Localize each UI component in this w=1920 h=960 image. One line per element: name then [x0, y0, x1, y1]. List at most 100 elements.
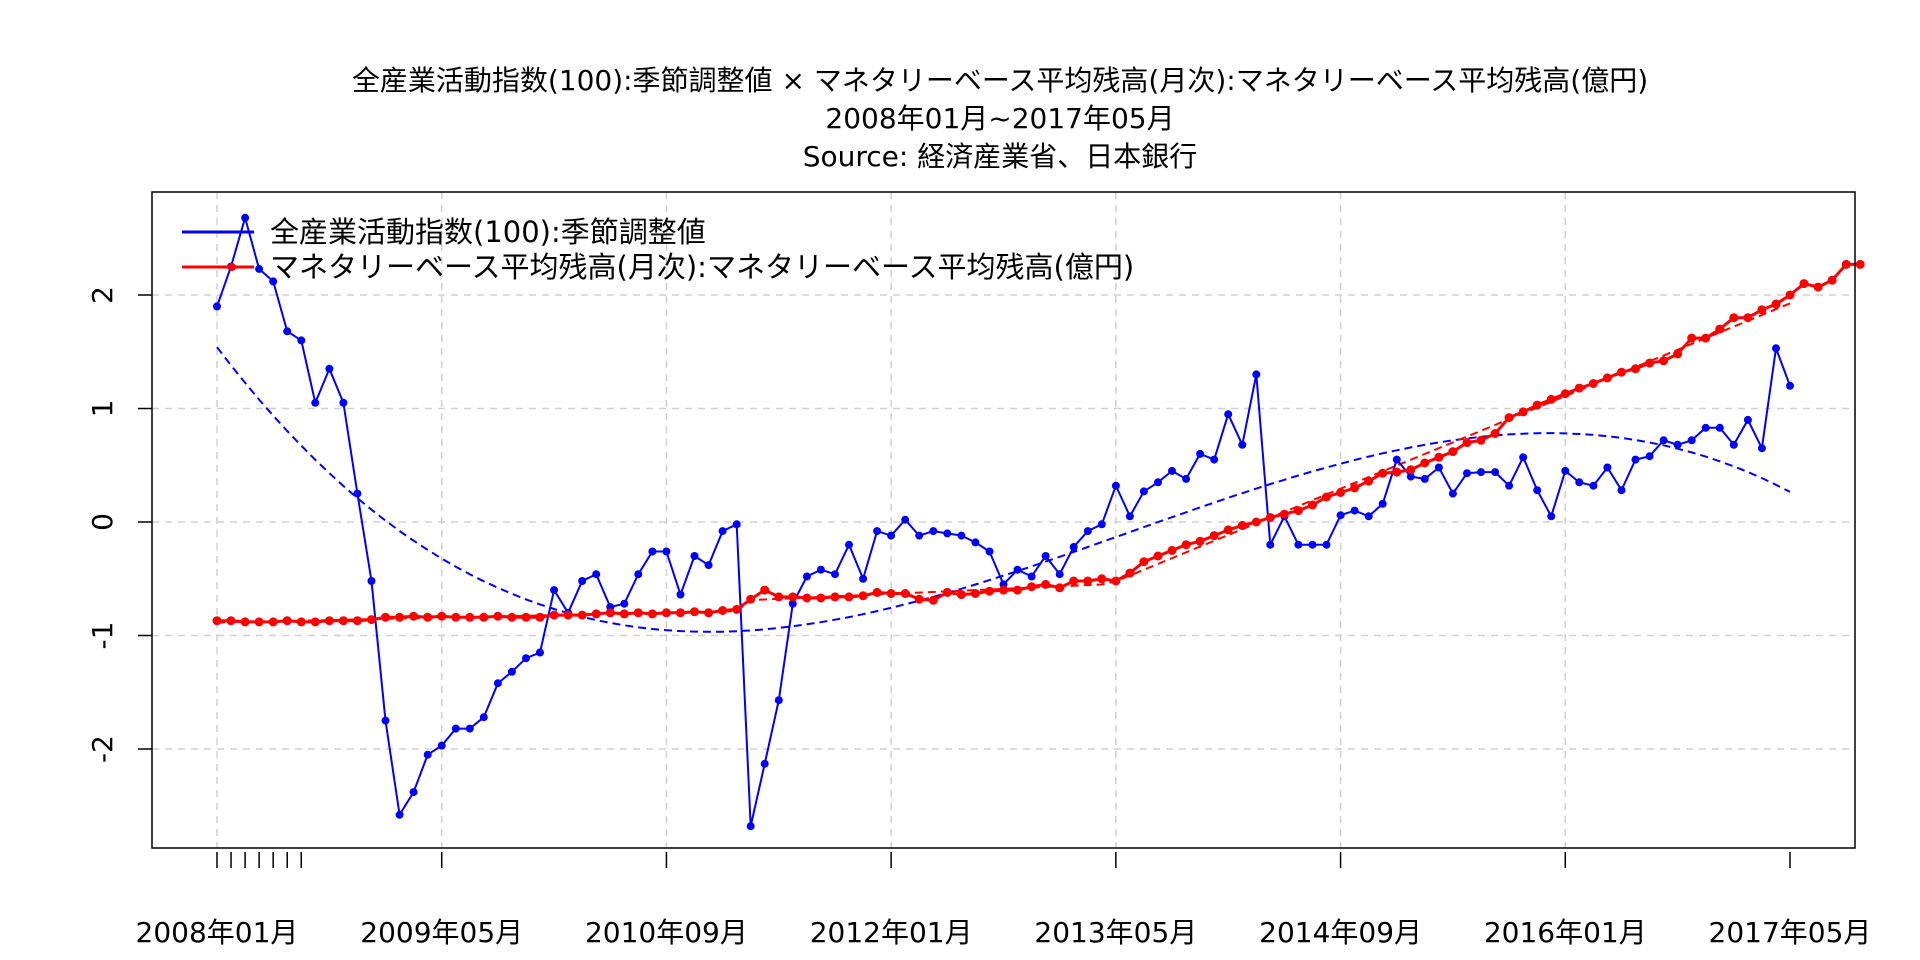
data-point-blue	[1603, 464, 1611, 472]
data-point-red	[1856, 260, 1865, 269]
data-point-blue	[353, 490, 361, 498]
data-point-red	[1743, 313, 1752, 322]
data-point-red	[1196, 537, 1205, 546]
data-point-red	[1182, 540, 1191, 549]
data-point-red	[1069, 577, 1078, 586]
data-point-blue	[648, 548, 656, 556]
data-point-red	[788, 592, 797, 601]
data-point-red	[690, 607, 699, 616]
data-point-red	[1463, 438, 1472, 447]
data-point-blue	[1674, 441, 1682, 449]
data-point-blue	[1028, 573, 1036, 581]
data-point-blue	[1126, 512, 1134, 520]
data-point-blue	[297, 336, 305, 344]
y-axis: -2-1012	[86, 286, 152, 763]
trend-line-red	[217, 303, 1790, 622]
data-point-blue	[508, 668, 516, 676]
x-tick-label: 2009年05月	[360, 916, 523, 949]
data-point-blue	[241, 214, 249, 222]
data-point-red	[1701, 334, 1710, 343]
data-point-blue	[1309, 541, 1317, 549]
data-point-blue	[1786, 382, 1794, 390]
data-point-blue	[1632, 456, 1640, 464]
data-point-blue	[634, 570, 642, 578]
data-point-blue	[845, 541, 853, 549]
data-point-red	[901, 589, 910, 598]
data-point-red	[971, 589, 980, 598]
data-point-red	[1645, 359, 1654, 368]
data-point-blue	[550, 586, 558, 594]
data-point-red	[1715, 325, 1724, 334]
data-point-red	[887, 589, 896, 598]
data-point-red	[662, 608, 671, 617]
data-point-red	[831, 592, 840, 601]
data-point-red	[1266, 513, 1275, 522]
data-point-red	[704, 608, 713, 617]
data-point-red	[1533, 401, 1542, 410]
data-point-red	[1772, 300, 1781, 309]
data-point-blue	[213, 302, 221, 310]
data-point-red	[1308, 501, 1317, 510]
data-point-red	[578, 611, 587, 620]
data-point-red	[1210, 531, 1219, 540]
data-point-red	[465, 613, 474, 622]
data-point-blue	[1365, 512, 1373, 520]
data-point-blue	[620, 600, 628, 608]
data-point-red	[1589, 379, 1598, 388]
data-point-blue	[1182, 475, 1190, 483]
data-point-blue	[1056, 570, 1064, 578]
data-point-blue	[325, 365, 333, 373]
data-point-blue	[1449, 490, 1457, 498]
data-point-red	[522, 613, 531, 622]
data-point-blue	[662, 548, 670, 556]
data-point-red	[479, 613, 488, 622]
data-point-red	[1575, 384, 1584, 393]
data-point-blue	[803, 573, 811, 581]
data-point-blue	[1491, 468, 1499, 476]
data-point-blue	[1196, 450, 1204, 458]
data-point-blue	[1421, 475, 1429, 483]
data-point-blue	[705, 561, 713, 569]
data-point-blue	[817, 566, 825, 574]
data-point-blue	[1379, 500, 1387, 508]
x-tick-label: 2012年01月	[810, 916, 973, 949]
data-point-blue	[1294, 541, 1302, 549]
data-point-red	[1800, 279, 1809, 288]
data-point-red	[985, 587, 994, 596]
data-point-red	[915, 595, 924, 604]
data-point-blue	[410, 788, 418, 796]
data-point-red	[620, 609, 629, 618]
data-point-red	[1828, 276, 1837, 285]
data-point-blue	[578, 577, 586, 585]
data-point-blue	[1702, 424, 1710, 432]
data-point-red	[227, 616, 236, 625]
data-point-red	[1603, 373, 1612, 382]
data-point-red	[1659, 356, 1668, 365]
data-point-red	[957, 590, 966, 599]
data-point-red	[732, 605, 741, 614]
data-point-blue	[1014, 566, 1022, 574]
data-point-blue	[1210, 456, 1218, 464]
data-point-red	[676, 608, 685, 617]
data-point-red	[297, 617, 306, 626]
data-point-red	[1687, 334, 1696, 343]
data-point-red	[1561, 389, 1570, 398]
data-point-red	[1111, 577, 1120, 586]
data-point-blue	[831, 570, 839, 578]
data-point-red	[451, 613, 460, 622]
data-point-red	[1154, 552, 1163, 561]
legend-marker-red	[228, 263, 236, 271]
data-point-red	[1294, 506, 1303, 515]
data-point-red	[1280, 510, 1289, 519]
data-point-blue	[255, 265, 263, 273]
data-point-blue	[438, 742, 446, 750]
data-point-red	[718, 606, 727, 615]
data-point-blue	[466, 725, 474, 733]
data-point-red	[873, 588, 882, 597]
legend-label-blue: 全産業活動指数(100):季節調整値	[270, 215, 706, 249]
data-point-blue	[592, 570, 600, 578]
data-point-blue	[339, 399, 347, 407]
data-point-blue	[1154, 478, 1162, 486]
data-point-red	[999, 586, 1008, 595]
